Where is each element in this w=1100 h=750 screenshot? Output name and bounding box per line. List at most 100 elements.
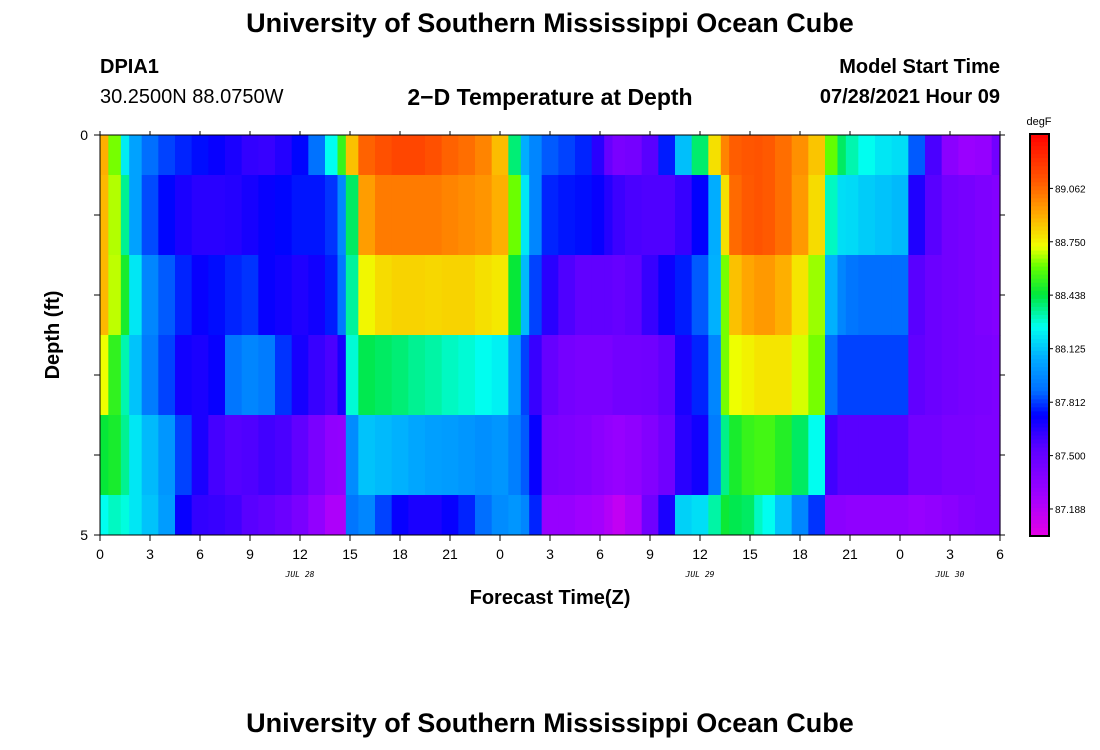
heatmap-cell [491, 335, 509, 416]
heatmap-cell [425, 175, 443, 256]
heatmap-cell [720, 335, 730, 416]
heatmap-cell [358, 135, 376, 176]
heatmap-cell [325, 175, 339, 256]
heatmap-cell [258, 135, 276, 176]
heatmap-cell [658, 415, 676, 496]
colorbar-segment [1030, 351, 1049, 356]
heatmap-cell [908, 135, 926, 176]
colorbar-segment [1030, 523, 1049, 529]
chart-title-top: University of Southern Mississippi Ocean… [246, 8, 854, 38]
x-tick-label: 3 [546, 546, 554, 562]
x-tick-label: 9 [646, 546, 654, 562]
heatmap-cell [845, 255, 859, 336]
heatmap-cell [754, 335, 764, 416]
heatmap-cell [975, 335, 993, 416]
colorbar-segment [1030, 142, 1049, 147]
colorbar-segment [1030, 511, 1049, 517]
heatmap-cell [858, 495, 876, 536]
heatmap-cell [108, 415, 122, 496]
colorbar-segment [1030, 463, 1049, 469]
colorbar-segment [1030, 286, 1049, 292]
colorbar-segment [1030, 158, 1049, 163]
heatmap-cell [808, 255, 826, 336]
heatmap-cell [891, 415, 909, 496]
heatmap-cell [175, 175, 193, 256]
heatmap-cell [100, 175, 109, 256]
heatmap-cell [558, 175, 576, 256]
heatmap-cell [891, 495, 909, 536]
colorbar-segment [1030, 527, 1049, 533]
colorbar-segment [1030, 431, 1049, 437]
x-tick-label: 9 [246, 546, 254, 562]
heatmap-cell [604, 135, 614, 176]
date-label: JUL 29 [685, 570, 715, 579]
heatmap-cell [791, 175, 809, 256]
heatmap-cell [291, 335, 309, 416]
heatmap-cell [975, 255, 993, 336]
heatmap-cell [425, 415, 443, 496]
heatmap-cell [741, 495, 755, 536]
heatmap-cell [475, 175, 493, 256]
colorbar-segment [1030, 391, 1049, 396]
heatmap-cell [708, 335, 722, 416]
heatmap-cell [825, 495, 839, 536]
heatmap-cell [845, 415, 859, 496]
heatmap-cell [837, 175, 847, 256]
heatmap-cell [612, 335, 626, 416]
heatmap-cell [958, 255, 976, 336]
colorbar-segment [1030, 198, 1049, 203]
heatmap-cell [408, 255, 426, 336]
heatmap-cell [291, 135, 309, 176]
axes: 0 3 6 9 12 15 18 21 0 3 6 9 12 15 18 21 0 3 6 JUL 28 JUL 29 J… [80, 127, 1005, 579]
colorbar-segment [1030, 186, 1049, 191]
heatmap-cell [158, 175, 176, 256]
heatmap-cell [808, 495, 826, 536]
colorbar-segment [1030, 415, 1049, 421]
colorbar-segment [1030, 475, 1049, 481]
heatmap-cell [858, 175, 876, 256]
heatmap-cell [508, 175, 522, 256]
heatmap-cell [837, 415, 847, 496]
heatmap-cell [941, 175, 959, 256]
heatmap-cell [375, 175, 393, 256]
heatmap-cell [508, 255, 522, 336]
colorbar-segment [1030, 162, 1049, 167]
colorbar-segment [1030, 210, 1049, 215]
x-tick-label: 21 [442, 546, 458, 562]
heatmap-cell [441, 255, 459, 336]
colorbar-tick-label: 89.062 [1055, 184, 1086, 195]
heatmap-cell [458, 415, 476, 496]
x-tick-label: 18 [392, 546, 408, 562]
heatmap-cell [408, 495, 426, 536]
heatmap-cell [441, 335, 459, 416]
heatmap-cell [337, 415, 347, 496]
heatmap-cell [925, 415, 943, 496]
heatmap-cell [575, 415, 593, 496]
heatmap-cell [208, 175, 226, 256]
heatmap-cell [908, 495, 926, 536]
colorbar-segment [1030, 495, 1049, 501]
heatmap-cell [158, 135, 176, 176]
heatmap-cell [837, 135, 847, 176]
heatmap-cell [754, 415, 764, 496]
heatmap-cell [729, 495, 743, 536]
colorbar-segment [1030, 214, 1049, 220]
heatmap-cell [591, 175, 605, 256]
heatmap-cell [345, 175, 359, 256]
colorbar-segment [1030, 347, 1049, 352]
heatmap-cell [975, 135, 993, 176]
heatmap-cell [612, 495, 626, 536]
heatmap-cell [720, 495, 730, 536]
colorbar-tick-label: 88.438 [1055, 291, 1086, 302]
heatmap-cell [641, 255, 659, 336]
heatmap-cell [141, 135, 159, 176]
heatmap-cell [529, 175, 543, 256]
colorbar-segment [1030, 355, 1049, 360]
heatmap-cell [458, 175, 476, 256]
heatmap-cell [100, 415, 109, 496]
colorbar-segment [1030, 298, 1049, 304]
colorbar-segment [1030, 435, 1049, 441]
heatmap-cell [458, 135, 476, 176]
heatmap-cell [308, 135, 326, 176]
